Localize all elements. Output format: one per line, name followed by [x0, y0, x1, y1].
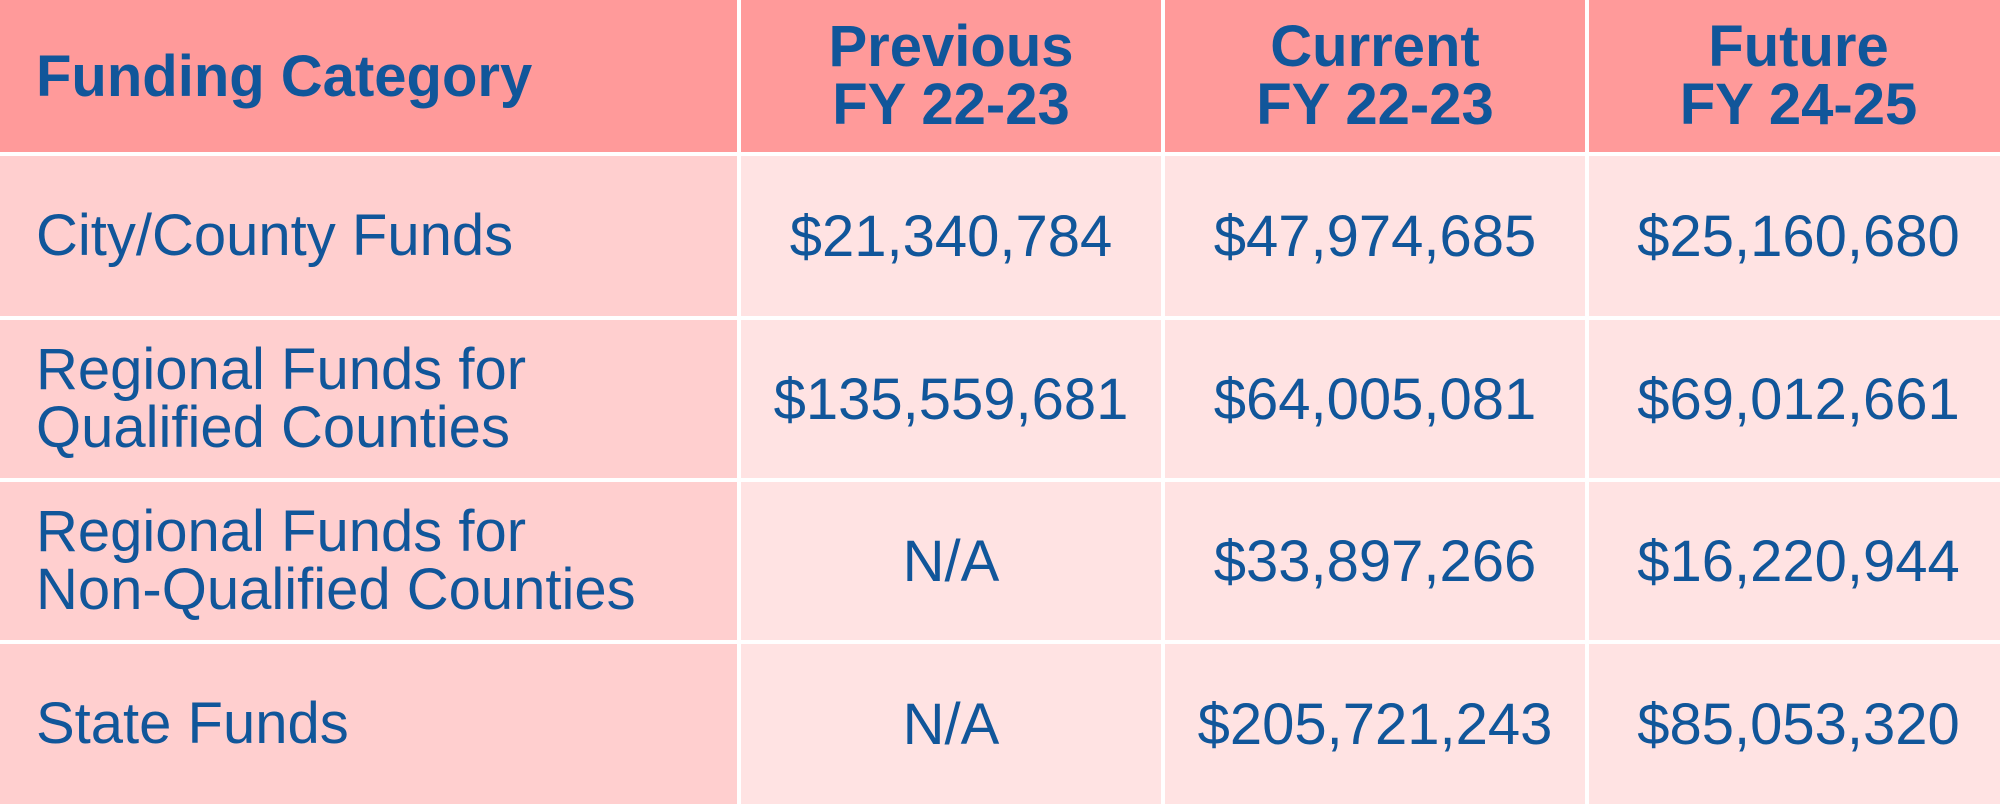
header-label: Current	[1270, 14, 1480, 79]
cell-future: $16,220,944	[1589, 482, 2000, 640]
cell-current: $205,721,243	[1165, 644, 1585, 804]
category-label-line2: Non-Qualified Counties	[36, 557, 636, 622]
header-sublabel: FY 24-25	[1679, 72, 1918, 137]
cell-current: $64,005,081	[1165, 320, 1585, 478]
row-category-state: State Funds	[0, 644, 737, 804]
header-label: Funding Category	[36, 43, 533, 109]
cell-previous: $135,559,681	[741, 320, 1161, 478]
row-category-regional-non-qualified: Regional Funds for Non-Qualified Countie…	[0, 482, 737, 640]
row-category-city-county: City/County Funds	[0, 156, 737, 316]
cell-current: $47,974,685	[1165, 156, 1585, 316]
cell-previous: N/A	[741, 644, 1161, 804]
cell-future: $25,160,680	[1589, 156, 2000, 316]
cell-future: $85,053,320	[1589, 644, 2000, 804]
header-future: Future FY 24-25	[1589, 0, 2000, 152]
row-category-regional-qualified: Regional Funds for Qualified Counties	[0, 320, 737, 478]
cell-current: $33,897,266	[1165, 482, 1585, 640]
header-label: Previous	[828, 14, 1074, 79]
cell-future: $69,012,661	[1589, 320, 2000, 478]
category-label: Regional Funds for	[36, 499, 527, 564]
header-funding-category: Funding Category	[0, 0, 737, 152]
category-label: City/County Funds	[36, 203, 514, 268]
header-sublabel: FY 22-23	[1256, 72, 1494, 137]
category-label: Regional Funds for	[36, 337, 527, 402]
header-label: Future	[1708, 14, 1889, 79]
header-previous: Previous FY 22-23	[741, 0, 1161, 152]
cell-previous: $21,340,784	[741, 156, 1161, 316]
header-current: Current FY 22-23	[1165, 0, 1585, 152]
category-label-line2: Qualified Counties	[36, 395, 510, 460]
cell-previous: N/A	[741, 482, 1161, 640]
category-label: State Funds	[36, 691, 349, 756]
header-sublabel: FY 22-23	[832, 72, 1070, 137]
